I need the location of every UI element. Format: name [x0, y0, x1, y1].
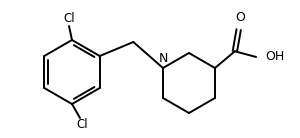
Text: Cl: Cl	[76, 119, 88, 132]
Text: OH: OH	[265, 51, 284, 63]
Text: N: N	[158, 52, 168, 65]
Text: Cl: Cl	[63, 13, 75, 26]
Text: O: O	[235, 11, 244, 24]
